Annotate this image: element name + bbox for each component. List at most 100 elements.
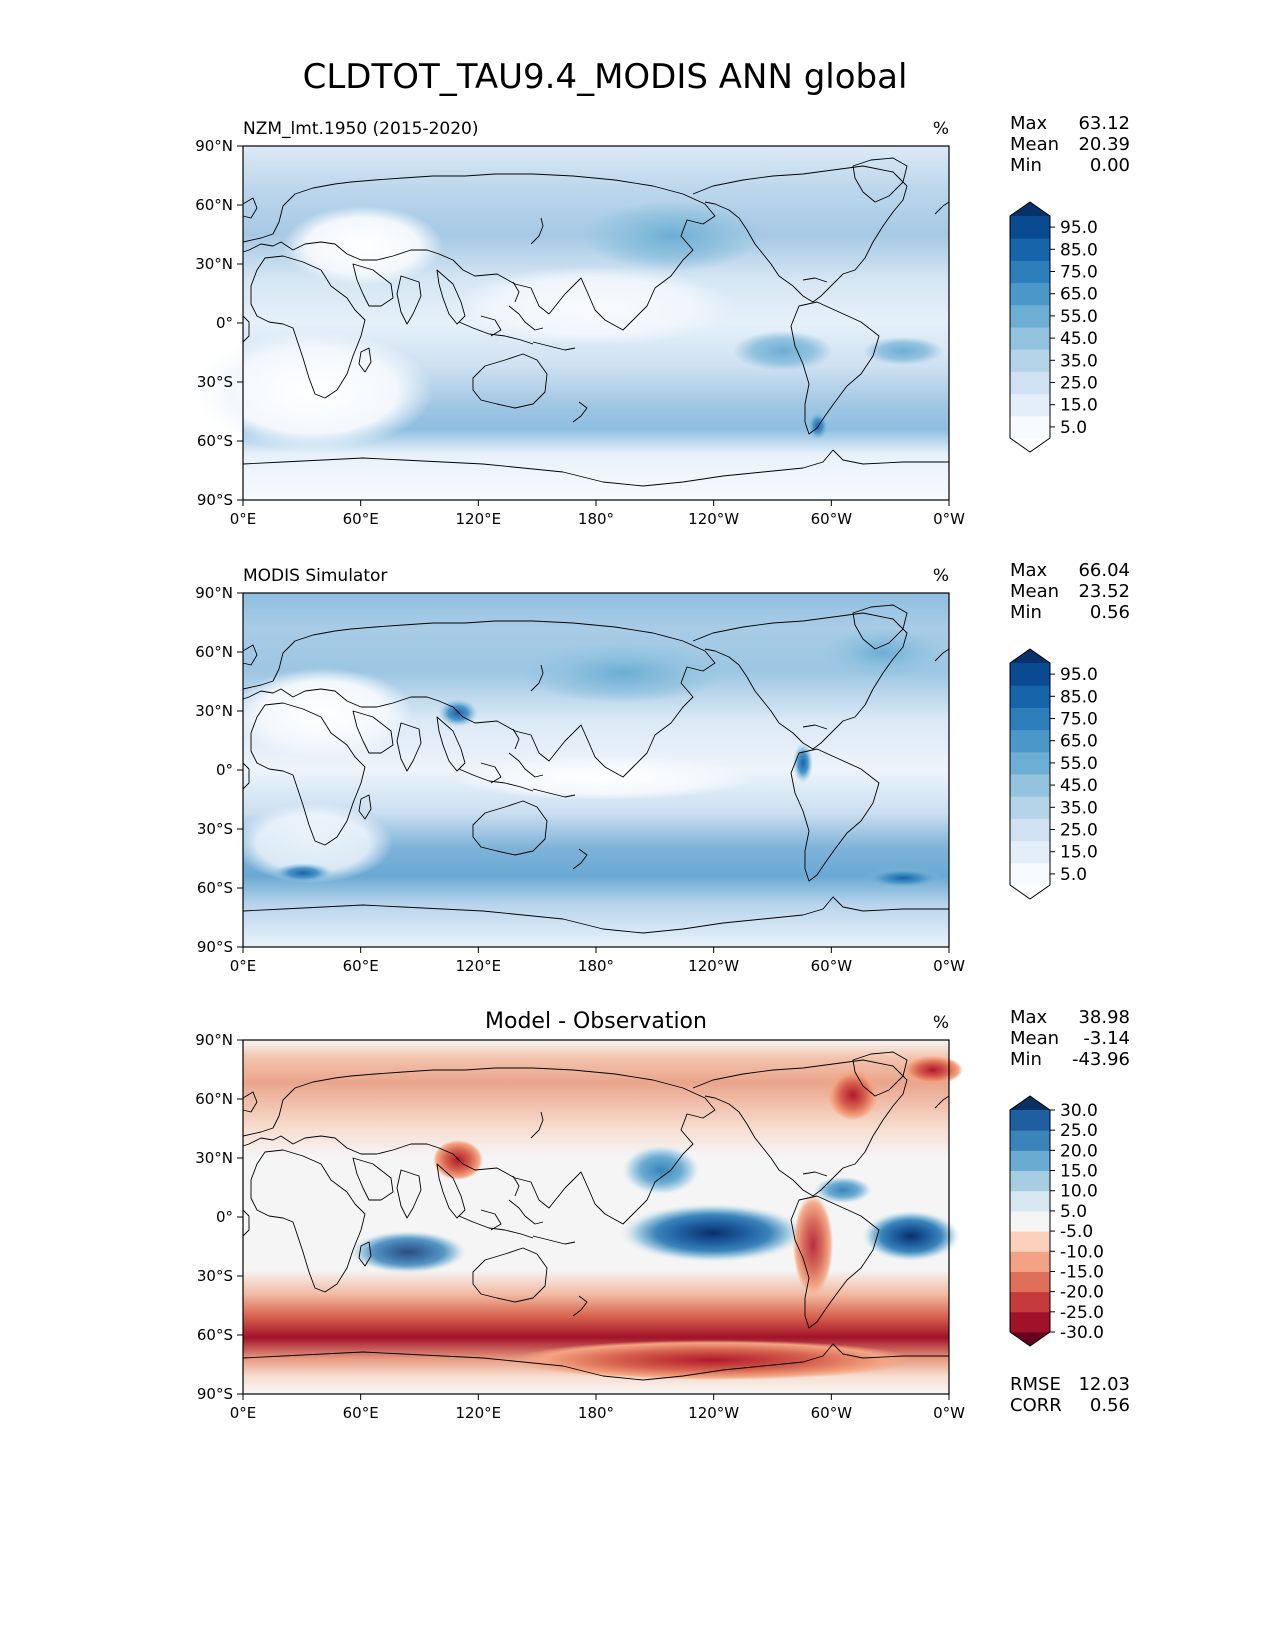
lat-tick-label: 90°S — [197, 938, 233, 956]
lon-tick-label: 60°W — [811, 510, 853, 528]
colorbar-segment — [1010, 1251, 1050, 1272]
extra-stat-label: RMSE — [1010, 1374, 1061, 1395]
panel-test-left-title: NZM_lmt.1950 (2015-2020) — [243, 119, 478, 139]
stat-label: Max — [1010, 1007, 1048, 1028]
colorbar-segment — [1010, 1231, 1050, 1252]
colorbar-segment — [1010, 371, 1050, 395]
stat-value: 23.52 — [1078, 581, 1130, 602]
lon-tick-label: 120°W — [688, 957, 739, 975]
colorbar-tick-label: -20.0 — [1060, 1283, 1104, 1303]
lat-tick-label: 60°N — [195, 196, 233, 214]
map-diff — [242, 1039, 963, 1395]
colorbar-segment — [1010, 1130, 1050, 1151]
colorbar-segment — [1010, 840, 1050, 864]
colorbar-tick-label: -10.0 — [1060, 1242, 1104, 1262]
panel-diff-center-title: Model - Observation — [485, 1009, 707, 1034]
colorbar-tick-label: 65.0 — [1060, 285, 1098, 305]
lon-tick-label: 60°W — [811, 1404, 853, 1422]
colorbar-tick-label: 55.0 — [1060, 754, 1098, 774]
lon-tick-label: 0°W — [933, 1404, 965, 1422]
stat-label: Max — [1010, 113, 1048, 134]
map-reference — [233, 592, 950, 948]
panel-test: NZM_lmt.1950 (2015-2020) % — [193, 119, 950, 501]
lat-tick-label: 30°S — [197, 820, 233, 838]
lat-tick-label: 30°N — [195, 702, 233, 720]
colorbar-tick-label: 85.0 — [1060, 687, 1098, 707]
colorbar-segment — [1010, 393, 1050, 417]
stat-label: Min — [1010, 155, 1042, 176]
colorbar-segment — [1010, 862, 1050, 886]
colorbar-tick-label: 25.0 — [1060, 374, 1098, 394]
lat-tick-label: 60°S — [197, 432, 233, 450]
lat-tick-label: 30°N — [195, 1149, 233, 1167]
colorbar-segment — [1010, 774, 1050, 797]
panel-test-units: % — [933, 119, 949, 139]
colorbar-tick-label: 10.0 — [1060, 1182, 1098, 1202]
lon-tick-label: 120°E — [456, 1404, 502, 1422]
stat-value: 0.56 — [1090, 602, 1130, 623]
colorbar-segment — [1010, 1110, 1050, 1131]
colorbar-segment — [1010, 327, 1050, 350]
lon-tick-label: 0°E — [230, 510, 257, 528]
colorbar-segment — [1010, 751, 1050, 775]
lat-tick-label: 90°N — [195, 584, 233, 602]
stat-label: Max — [1010, 560, 1048, 581]
colorbar-segment — [1010, 304, 1050, 328]
panel-reference: MODIS Simulator % — [233, 566, 950, 948]
lat-tick-label: 0° — [216, 761, 233, 779]
lat-tick-label: 90°S — [197, 1385, 233, 1403]
colorbar-segment — [1010, 663, 1050, 686]
lat-tick-label: 60°N — [195, 1090, 233, 1108]
colorbar-segment — [1010, 1271, 1050, 1293]
panel-diff-units: % — [933, 1013, 949, 1033]
lon-tick-label: 60°W — [811, 957, 853, 975]
colorbar-tick-label: 85.0 — [1060, 240, 1098, 260]
extra-stat-value: 12.03 — [1078, 1374, 1130, 1395]
stat-value: 66.04 — [1078, 560, 1130, 581]
colorbar-reference: 5.015.025.0 35.045.055.065.075.0 85.095.0 — [1009, 648, 1098, 900]
lat-tick-label: 30°N — [195, 255, 233, 273]
colorbar-tick-label: 55.0 — [1060, 307, 1098, 327]
colorbar-segment — [1010, 1170, 1050, 1192]
stat-label: Min — [1010, 602, 1042, 623]
colorbar-segment — [1010, 1291, 1050, 1313]
colorbar-tick-label: 5.0 — [1060, 418, 1087, 438]
colorbar-segment — [1010, 796, 1050, 819]
colorbar-tick-label: 5.0 — [1060, 865, 1087, 885]
colorbar-segment — [1010, 415, 1050, 439]
colorbar-tick-label: 35.0 — [1060, 351, 1098, 371]
colorbar-segment — [1010, 685, 1050, 708]
lon-tick-label: 0°E — [230, 957, 257, 975]
colorbar-tick-label: 20.0 — [1060, 1141, 1098, 1161]
colorbar-tick-label: 95.0 — [1060, 218, 1098, 238]
colorbar-segment — [1010, 1150, 1050, 1172]
stat-value: -3.14 — [1083, 1028, 1130, 1049]
lon-tick-label: 0°E — [230, 1404, 257, 1422]
colorbar-tick-label: 45.0 — [1060, 776, 1098, 796]
colorbar-outline — [1009, 201, 1051, 453]
lon-tick-label: 120°E — [456, 510, 502, 528]
stat-label: Mean — [1010, 134, 1059, 155]
colorbar-tick-label: 65.0 — [1060, 732, 1098, 752]
lon-tick-label: 0°W — [933, 957, 965, 975]
colorbar-segment — [1010, 707, 1050, 731]
figure-title: CLDTOT_TAU9.4_MODIS ANN global — [303, 57, 908, 97]
colorbar-segment — [1010, 238, 1050, 261]
lon-tick-label: 180° — [578, 957, 614, 975]
panel-reference-left-title: MODIS Simulator — [243, 566, 387, 586]
lon-tick-label: 60°E — [343, 510, 379, 528]
colorbar-extend-max — [1010, 649, 1050, 663]
lon-tick-label: 120°W — [688, 510, 739, 528]
colorbar-extend-min — [1010, 1332, 1050, 1346]
lat-tick-label: 30°S — [197, 1267, 233, 1285]
colorbar-extend-min — [1010, 885, 1050, 899]
colorbar-tick-label: 35.0 — [1060, 798, 1098, 818]
colorbar-extend-min — [1010, 438, 1050, 452]
lat-tick-label: 0° — [216, 1208, 233, 1226]
stat-value: 0.00 — [1090, 155, 1130, 176]
stat-label: Mean — [1010, 1028, 1059, 1049]
lat-tick-label: 30°S — [197, 373, 233, 391]
colorbar-extend-max — [1010, 1096, 1050, 1110]
lat-tick-label: 0° — [216, 314, 233, 332]
colorbar-outline — [1009, 648, 1051, 900]
